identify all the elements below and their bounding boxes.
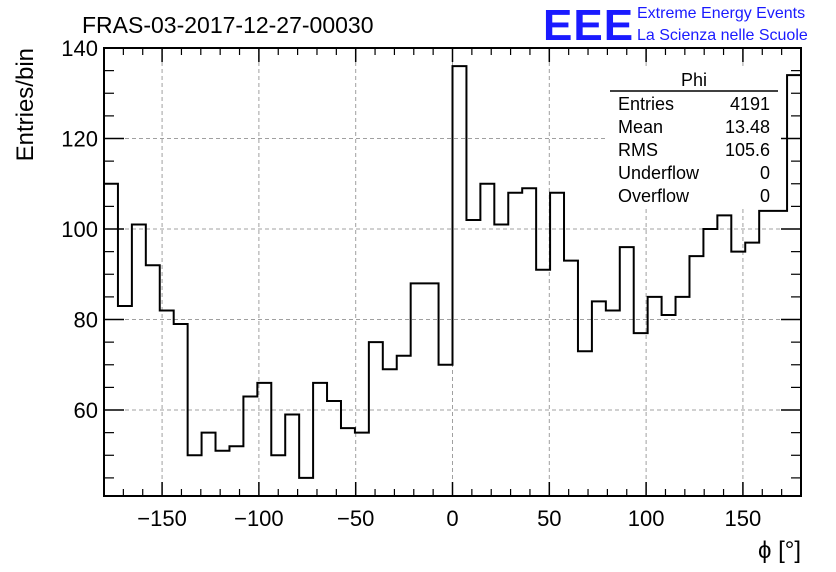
stats-row-value: 0: [760, 163, 770, 183]
stats-title: Phi: [681, 70, 707, 90]
y-axis-label: Entries/bin: [12, 48, 39, 161]
logo-line1: Extreme Energy Events: [637, 5, 805, 22]
x-axis-label: ϕ [°]: [758, 537, 801, 564]
stats-row-label: Entries: [618, 94, 674, 114]
y-tick-label: 100: [61, 217, 98, 242]
histogram-line: [104, 65, 801, 479]
stats-row-value: 0: [760, 186, 770, 206]
stats-row-label: Mean: [618, 117, 663, 137]
x-tick-label: −100: [234, 506, 284, 531]
eee-logo: EEE Extreme Energy Events La Scienza nel…: [543, 1, 808, 50]
chart-title: FRAS-03-2017-12-27-00030: [82, 12, 374, 38]
stats-box: Phi Entries 4191 Mean 13.48 RMS 105.6 Underflo…: [608, 68, 780, 209]
x-tick-label: 50: [537, 506, 561, 531]
stats-row-value: 105.6: [725, 140, 770, 160]
x-tick-label: 150: [725, 506, 762, 531]
stats-row-label: RMS: [618, 140, 658, 160]
stats-row-label: Overflow: [618, 186, 690, 206]
x-tick-label: 0: [446, 506, 458, 531]
axis-ticks: −150 −100 −50 0 50 100 150 60 80 100 120 140: [61, 36, 801, 531]
stats-row-value: 4191: [730, 94, 770, 114]
logo-mark: EEE: [543, 1, 634, 50]
x-tick-label: 100: [628, 506, 665, 531]
logo-line2: La Scienza nelle Scuole: [637, 27, 808, 44]
x-tick-label: −150: [137, 506, 187, 531]
stats-rows: Entries 4191 Mean 13.48 RMS 105.6 Underflow 0 Ov…: [618, 94, 770, 206]
stats-row-label: Underflow: [618, 163, 700, 183]
y-tick-label: 120: [61, 127, 98, 152]
stats-row-value: 13.48: [725, 117, 770, 137]
y-tick-label: 140: [61, 36, 98, 61]
x-tick-label: −50: [337, 506, 374, 531]
y-tick-label: 80: [74, 308, 98, 333]
y-tick-label: 60: [74, 398, 98, 423]
